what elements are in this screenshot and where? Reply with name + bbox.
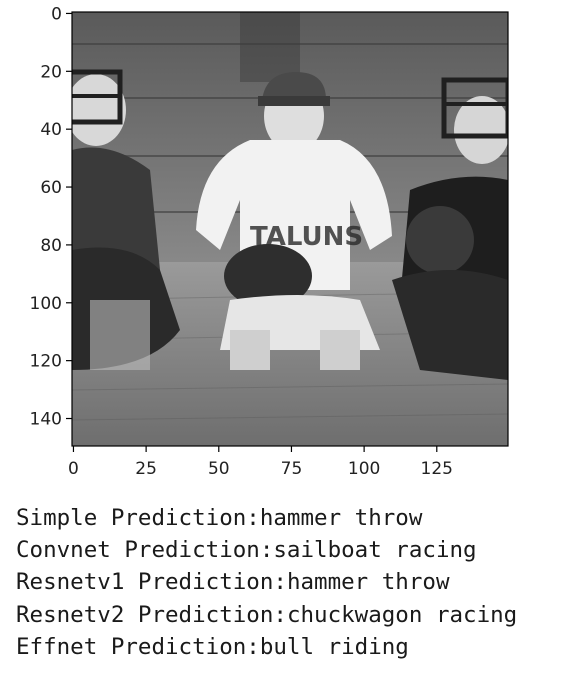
prediction-prefix: Prediction: — [97, 505, 260, 531]
model-name: Convnet — [16, 537, 111, 564]
y-tick-label: 20 — [40, 62, 62, 82]
model-name: Simple — [16, 505, 98, 531]
y-tick-label: 0 — [51, 4, 62, 24]
prediction-label: chuckwagon racing — [286, 601, 518, 628]
y-axis: 0 20 40 60 80 100 120 140 — [30, 4, 72, 430]
prediction-list: Simple Prediction:hammer throw Convnet Pr… — [16, 502, 517, 663]
prediction-prefix: Prediction: — [124, 601, 287, 628]
photo: TALUNS — [72, 12, 508, 446]
y-tick-label: 120 — [30, 352, 62, 372]
prediction-line-resnetv1: Resnetv1 Prediction:hammer throw — [16, 566, 517, 598]
prediction-prefix: Prediction: — [124, 569, 287, 596]
x-axis: 0 25 50 75 100 125 — [68, 446, 453, 479]
y-tick-label: 80 — [40, 236, 62, 256]
y-tick-label: 100 — [30, 294, 62, 314]
left-player — [72, 69, 180, 370]
right-player — [392, 77, 508, 380]
y-tick-label: 40 — [40, 120, 62, 140]
x-tick-label: 100 — [348, 459, 380, 479]
x-tick-label: 25 — [135, 459, 157, 479]
model-name: Resnetv1 — [16, 569, 125, 596]
prediction-line-convnet: Convnet Prediction:sailboat racing — [16, 534, 517, 566]
axes-frame — [71, 11, 509, 447]
x-tick-label: 50 — [208, 459, 230, 479]
prediction-line-effnet: Effnet Prediction:bull riding — [16, 631, 517, 663]
model-name: Resnetv2 — [16, 601, 125, 628]
prediction-label: hammer throw — [259, 505, 423, 531]
model-name: Effnet — [16, 633, 98, 660]
prediction-line-simple: Simple Prediction:hammer throw — [16, 502, 517, 534]
prediction-prefix: Prediction: — [97, 633, 260, 660]
image-plot: TALUNS 0 20 40 60 80 100 120 140 0 25 50 75 100 125 — [30, 4, 509, 479]
prediction-label: bull riding — [259, 633, 409, 660]
y-tick-label: 140 — [30, 410, 62, 430]
prediction-label: hammer throw — [286, 569, 450, 596]
prediction-prefix: Prediction: — [110, 537, 274, 564]
prediction-line-resnetv2: Resnetv2 Prediction:chuckwagon racing — [16, 599, 517, 631]
x-tick-label: 125 — [421, 459, 453, 479]
x-tick-label: 75 — [281, 459, 303, 479]
prediction-label: sailboat racing — [273, 537, 477, 564]
x-tick-label: 0 — [68, 459, 79, 479]
y-tick-label: 60 — [40, 178, 62, 198]
middle-player: TALUNS — [196, 72, 392, 370]
